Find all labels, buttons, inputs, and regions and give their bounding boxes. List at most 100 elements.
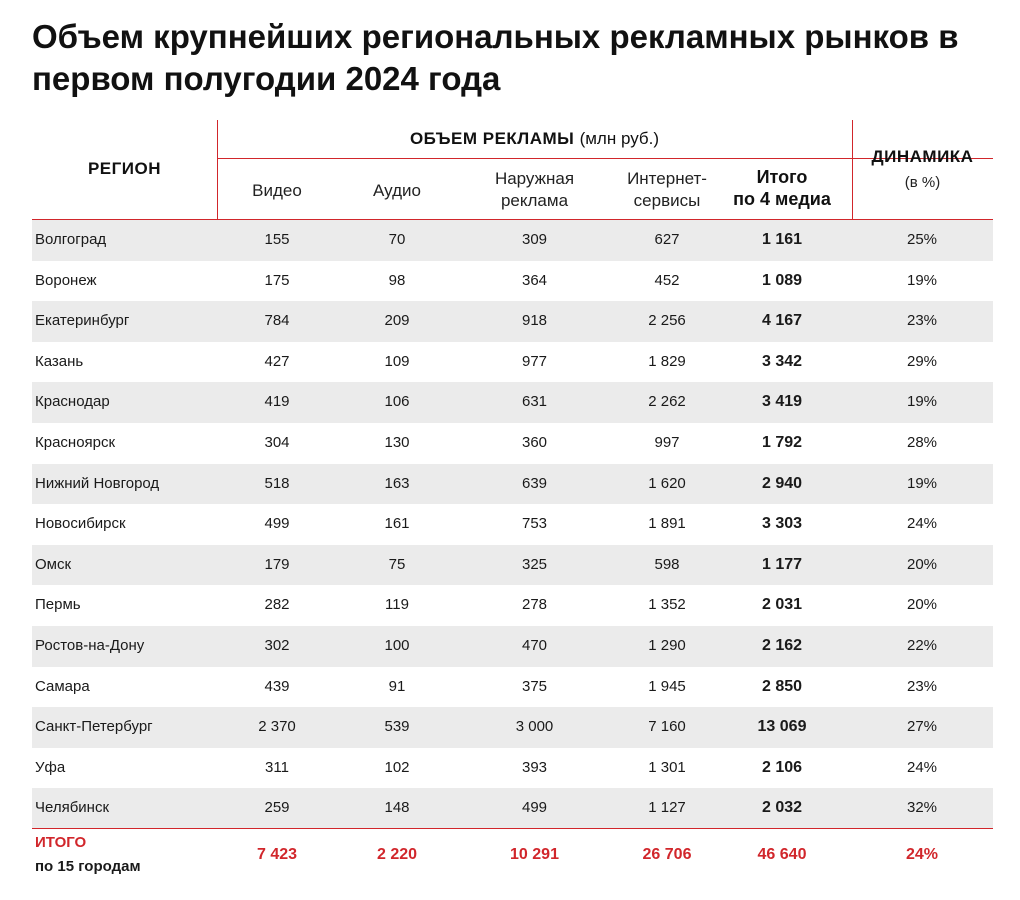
cell-total: 2 850 <box>761 677 803 695</box>
cell-region: Челябинск <box>35 799 110 817</box>
table-row: Краснодар 419 106 631 2 262 3 419 19% <box>32 382 993 423</box>
cell-outdoor: 639 <box>521 474 548 492</box>
cell-video: 499 <box>264 515 290 533</box>
footer-outdoor: 10 291 <box>510 846 559 863</box>
cell-total: 13 069 <box>757 718 807 736</box>
cell-outdoor: 375 <box>521 677 548 695</box>
cell-total: 2 032 <box>761 799 803 817</box>
cell-audio: 109 <box>384 352 410 370</box>
cell-internet: 1 352 <box>648 596 686 614</box>
cell-outdoor: 360 <box>521 433 548 451</box>
cell-internet: 1 829 <box>648 352 686 370</box>
table-row: Пермь 282 119 278 1 352 2 031 20% <box>32 585 993 626</box>
cell-dynamics: 20% <box>906 596 938 614</box>
cell-internet: 598 <box>654 555 680 573</box>
cell-dynamics: 19% <box>906 393 938 411</box>
cell-dynamics: 23% <box>906 677 938 695</box>
cell-internet: 1 945 <box>648 677 686 695</box>
cell-region: Уфа <box>35 758 66 776</box>
cell-total: 2 031 <box>761 596 803 614</box>
table-row: Казань 427 109 977 1 829 3 342 29% <box>32 342 993 383</box>
header-col-outdoor-line2: реклама <box>500 191 569 210</box>
cell-video: 419 <box>264 393 290 411</box>
cell-internet: 1 301 <box>648 758 686 776</box>
header-col-total: Итого по 4 медиа <box>722 166 842 210</box>
cell-region: Екатеринбург <box>35 312 130 330</box>
cell-internet: 1 620 <box>648 474 686 492</box>
table-row: Омск 179 75 325 598 1 177 20% <box>32 544 993 586</box>
cell-internet: 2 256 <box>648 312 686 330</box>
cell-video: 155 <box>264 231 290 248</box>
footer-internet: 26 706 <box>642 846 692 863</box>
cell-internet: 7 160 <box>648 718 686 736</box>
cell-audio: 539 <box>384 718 410 736</box>
header-col-outdoor: Наружная реклама <box>467 168 602 212</box>
cell-internet: 1 290 <box>648 636 686 654</box>
cell-video: 175 <box>264 271 290 289</box>
cell-outdoor: 977 <box>521 352 548 370</box>
cell-total: 1 177 <box>761 555 803 573</box>
cell-total: 1 161 <box>761 231 803 248</box>
cell-video: 302 <box>264 636 290 654</box>
cell-outdoor: 393 <box>521 758 548 776</box>
cell-video: 179 <box>264 555 290 573</box>
cell-internet: 2 262 <box>648 393 686 411</box>
table-row: Санкт-Петербург 2 370 539 3 000 7 160 13 069 2… <box>32 707 993 748</box>
cell-audio: 119 <box>385 596 409 614</box>
table-row: Новосибирск 499 161 753 1 891 3 303 24% <box>32 504 993 545</box>
footer-dynamics: 24% <box>905 846 939 863</box>
cell-region: Волгоград <box>35 231 107 248</box>
cell-region: Красноярск <box>35 433 116 451</box>
cell-region: Санкт-Петербург <box>35 718 153 736</box>
footer-label: ИТОГО <box>35 834 87 851</box>
table-row: Уфа 311 102 393 1 301 2 106 24% <box>32 748 993 789</box>
cell-region: Нижний Новгород <box>35 474 160 492</box>
table-row: Ростов-на-Дону 302 100 470 1 290 2 162 22% <box>32 625 993 667</box>
cell-audio: 98 <box>388 271 406 289</box>
cell-region: Казань <box>35 352 84 370</box>
cell-total: 3 342 <box>761 352 803 370</box>
header-col-total-line1: Итого <box>756 167 808 187</box>
header-col-video: Видео <box>252 181 302 200</box>
header-region: РЕГИОН <box>87 159 162 178</box>
header-divider-right <box>852 120 853 220</box>
cell-total: 2 162 <box>761 636 803 654</box>
table-row: Красноярск 304 130 360 997 1 792 28% <box>32 423 993 464</box>
table-row: Самара 439 91 375 1 945 2 850 23% <box>32 667 993 708</box>
cell-video: 2 370 <box>258 718 296 736</box>
cell-audio: 163 <box>384 474 410 492</box>
cell-internet: 1 127 <box>648 799 686 817</box>
cell-outdoor: 278 <box>521 596 548 614</box>
cell-dynamics: 20% <box>906 555 938 573</box>
cell-dynamics: 23% <box>906 312 938 330</box>
header-col-outdoor-line1: Наружная <box>494 169 575 188</box>
cell-video: 311 <box>265 758 289 776</box>
cell-audio: 70 <box>388 231 406 248</box>
cell-total: 3 303 <box>761 515 803 533</box>
cell-dynamics: 22% <box>906 636 938 654</box>
cell-dynamics: 28% <box>906 433 938 451</box>
cell-dynamics: 32% <box>906 799 938 817</box>
cell-region: Краснодар <box>35 393 110 411</box>
header-col-internet-line1: Интернет- <box>627 169 707 188</box>
header-dynamics-unit: (в %) <box>904 174 941 191</box>
cell-outdoor: 499 <box>521 799 548 817</box>
cell-audio: 100 <box>384 636 410 654</box>
cell-dynamics: 24% <box>906 515 938 533</box>
cell-total: 2 940 <box>761 474 803 492</box>
cell-audio: 148 <box>384 799 410 817</box>
cell-region: Самара <box>35 677 90 695</box>
cell-audio: 75 <box>388 555 406 573</box>
cell-audio: 161 <box>384 515 410 533</box>
cell-total: 4 167 <box>761 312 803 330</box>
cell-outdoor: 753 <box>521 515 548 533</box>
footer-total: 46 640 <box>757 846 807 863</box>
cell-region: Омск <box>35 555 72 573</box>
cell-video: 282 <box>264 596 290 614</box>
cell-dynamics: 25% <box>906 231 938 248</box>
cell-video: 518 <box>264 474 290 492</box>
header-volume-label: ОБЪЕМ РЕКЛАМЫ <box>409 129 575 148</box>
cell-dynamics: 24% <box>906 758 938 776</box>
cell-outdoor: 3 000 <box>515 718 554 736</box>
cell-outdoor: 631 <box>521 393 548 411</box>
